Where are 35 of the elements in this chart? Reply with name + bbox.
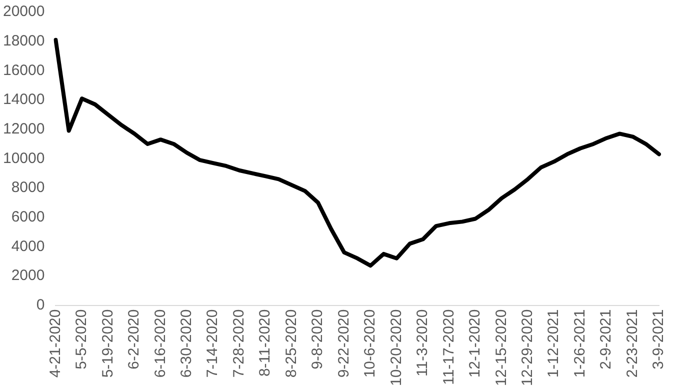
- x-tick-label: 7-14-2020: [204, 309, 222, 378]
- y-tick-label: 4000: [11, 238, 45, 255]
- x-tick-label: 5-19-2020: [99, 309, 116, 378]
- y-tick-label: 8000: [11, 179, 45, 196]
- x-tick-label: 8-25-2020: [282, 309, 300, 378]
- x-tick-label: 6-30-2020: [178, 309, 195, 378]
- y-tick-label: 18000: [2, 32, 45, 50]
- x-tick-label: 9-8-2020: [309, 309, 326, 370]
- x-tick-label: 1-26-2021: [571, 309, 588, 378]
- x-tick-label: 6-2-2020: [126, 309, 143, 370]
- x-tick-label: 4-21-2020: [46, 309, 64, 378]
- y-tick-label: 10000: [2, 150, 45, 167]
- x-tick-label: 12-15-2020: [492, 309, 510, 386]
- y-tick-label: 12000: [2, 120, 45, 138]
- y-tick-label: 20000: [2, 3, 45, 20]
- x-tick-label: 9-22-2020: [335, 309, 352, 378]
- x-tick-label: 8-11-2020: [256, 309, 274, 377]
- x-tick-label: 11-17-2020: [440, 309, 458, 385]
- y-tick-label: 0: [36, 296, 45, 314]
- x-tick-label: 2-9-2021: [598, 309, 615, 370]
- x-tick-label: 10-6-2020: [362, 309, 379, 378]
- y-tick-label: 6000: [11, 208, 45, 226]
- x-tick-label: 12-29-2020: [518, 309, 536, 386]
- x-tick-label: 7-28-2020: [230, 309, 248, 378]
- x-tick-label: 5-5-2020: [73, 309, 90, 370]
- y-tick-label: 16000: [2, 62, 45, 79]
- x-tick-label: 2-23-2021: [624, 309, 641, 378]
- x-tick-label: 6-16-2020: [152, 309, 169, 378]
- x-tick-label: 10-20-2020: [388, 309, 405, 386]
- x-tick-label: 1-12-2021: [545, 309, 562, 378]
- y-tick-label: 14000: [2, 91, 45, 108]
- x-tick-label: 3-9-2021: [650, 309, 668, 370]
- x-tick-label: 12-1-2020: [466, 309, 484, 378]
- y-tick-label: 2000: [11, 267, 45, 284]
- x-tick-label: 11-3-2020: [414, 309, 432, 377]
